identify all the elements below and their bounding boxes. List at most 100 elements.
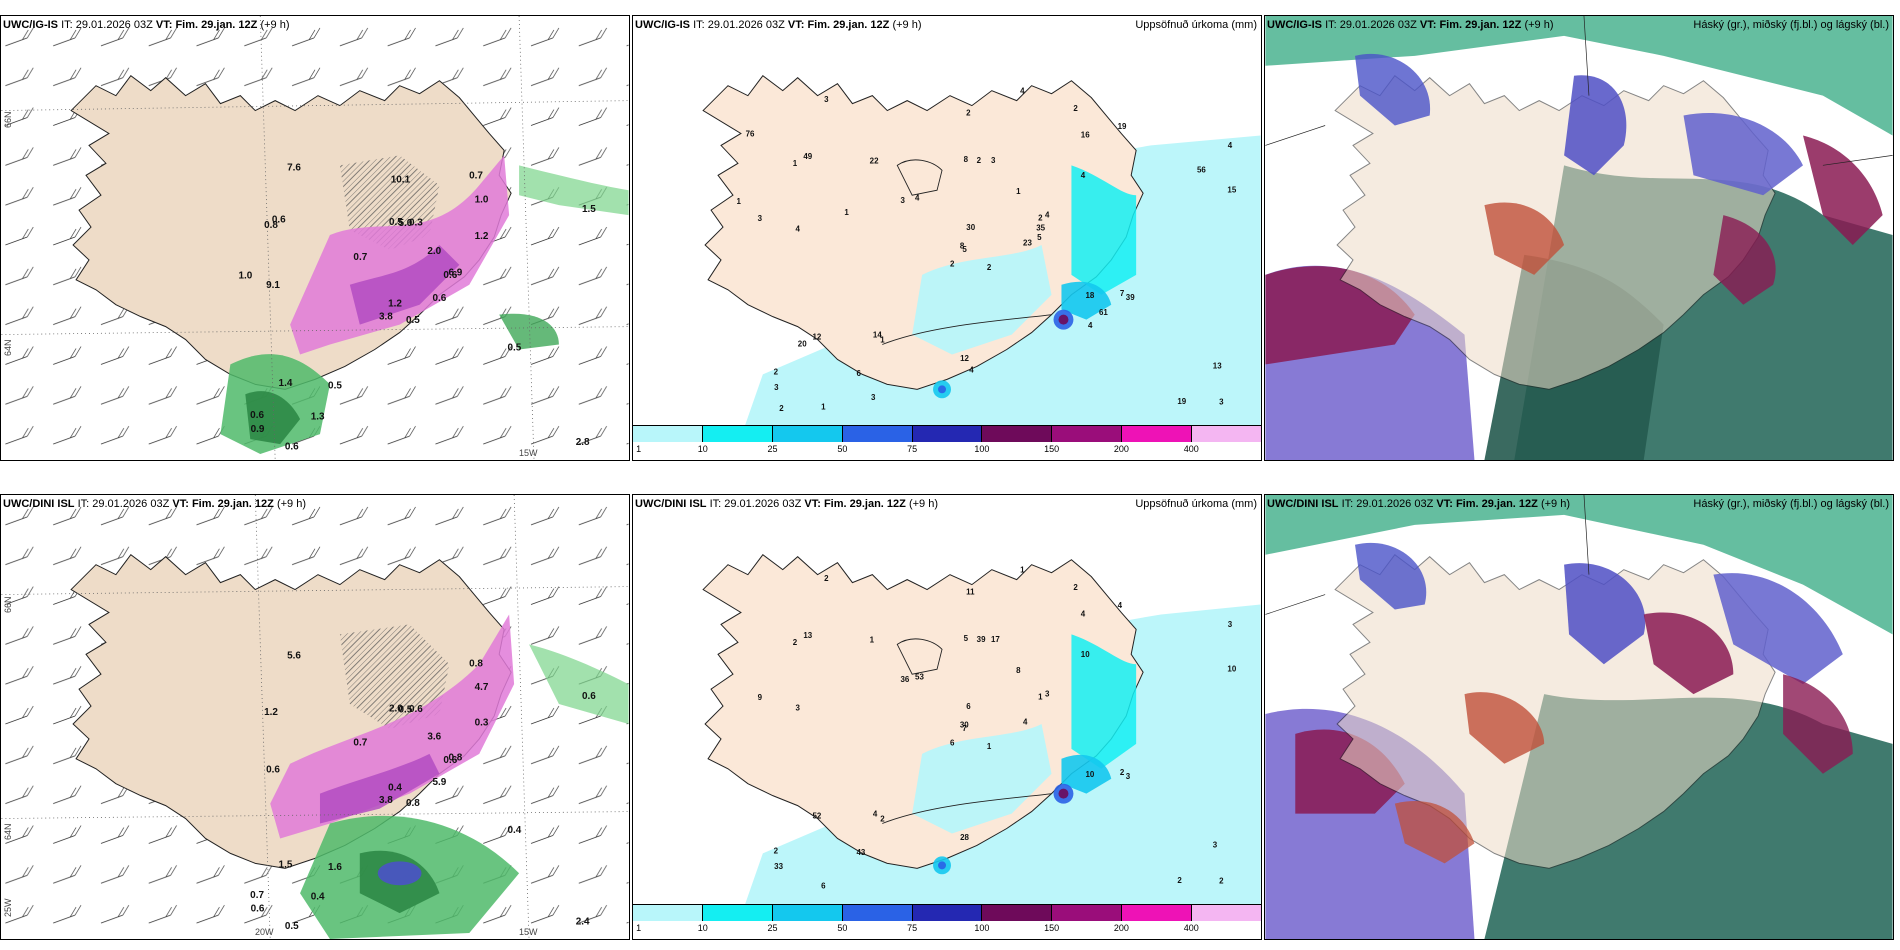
map-value-label: 0.7	[469, 170, 483, 181]
colorbar-tick-label: 25	[767, 444, 778, 454]
map-value-label: 1	[1016, 187, 1021, 196]
colorbar-swatch	[912, 905, 983, 921]
map-value-label: 1.5	[279, 859, 293, 870]
map-value-label: 1.6	[328, 862, 342, 873]
map-value-label: 2.4	[576, 916, 590, 927]
map-value-label: 2	[824, 574, 829, 583]
panel-header: UWC/DINI ISL IT: 29.01.2026 03Z VT: Fim.…	[3, 498, 306, 510]
map-value-label: 0.5	[389, 217, 403, 228]
map-value-label: 2	[1038, 214, 1043, 223]
map-value-label: 3	[1213, 840, 1218, 849]
map-value-label: 0.5	[399, 705, 413, 716]
colorbar-tick-label: 400	[1183, 444, 1199, 454]
colorbar-swatch	[982, 905, 1053, 921]
map-panel-accum-precip-igis: 2 1 5 2 2 1 2 3 16 23 3 3 4 4 2 4 1 8 1 12 4 3 6 2 4 39 49 2 3 18 15 8 1…	[632, 15, 1262, 461]
map-value-label: 4	[1118, 601, 1123, 610]
lat-label-64n: 64N	[3, 339, 13, 356]
map-canvas: 1272122174422336106585253334339331311910…	[633, 495, 1261, 939]
map-value-label: 3.8	[379, 795, 393, 806]
map-value-label: 49	[803, 152, 812, 161]
map-value-label: 4	[1228, 141, 1233, 150]
map-value-label: 3	[871, 393, 876, 402]
map-value-label: 0.5	[406, 315, 420, 326]
map-value-label: 4	[1020, 87, 1025, 96]
map-canvas: 0.81.20.40.70.61.60.80.64.75.95.62.40.60…	[1, 495, 629, 939]
colorbar-tick-label: 50	[837, 923, 848, 933]
map-value-label: 0.8	[264, 220, 278, 231]
map-value-label: 39	[1126, 293, 1135, 302]
map-value-label: 2	[1120, 768, 1125, 777]
colorbar-swatch	[1192, 905, 1261, 921]
map-value-label: 0.6	[432, 293, 446, 304]
panel-header: UWC/IG-IS IT: 29.01.2026 03Z VT: Fim. 29…	[3, 19, 290, 31]
map-value-label: 6.9	[448, 267, 462, 278]
map-value-label: 0.9	[251, 424, 265, 435]
map-value-label: 2	[793, 638, 798, 647]
map-value-label: 3	[901, 196, 906, 205]
panel-subtitle: Uppsöfnuð úrkoma (mm)	[1135, 19, 1257, 31]
map-value-label: 4	[873, 810, 878, 819]
colorbar-swatch	[633, 905, 703, 921]
map-value-label: 4	[969, 365, 974, 374]
map-value-label: 2	[987, 263, 992, 272]
lat-label-64n: 64N	[3, 823, 13, 840]
map-value-label: 4.7	[475, 682, 489, 693]
map-value-label: 1.2	[475, 231, 489, 242]
map-value-label: 2	[1073, 583, 1078, 592]
map-value-label: 2	[774, 367, 779, 376]
map-value-label: 3	[1228, 620, 1233, 629]
map-value-label: 0.6	[272, 214, 286, 225]
map-value-label: 1	[737, 197, 742, 206]
map-panel-accum-precip-dini: 1 2 7 2 1 2 2 17 4 4 2 2 3 3 6 10 6 5 8 52 53 33 43 39 3 3 13 11 9 10…	[632, 494, 1262, 940]
map-value-label: 8	[1016, 666, 1021, 675]
map-value-label: 30	[966, 223, 975, 232]
map-value-label: 1	[870, 635, 875, 644]
map-value-label: 4	[1088, 321, 1093, 330]
map-value-label: 16	[1081, 131, 1090, 140]
map-value-label: 43	[857, 848, 866, 857]
map-value-label: 10	[1085, 770, 1094, 779]
map-value-label: 1	[844, 208, 849, 217]
map-value-label: 2	[1219, 876, 1224, 885]
map-value-label: 9.1	[266, 280, 280, 291]
map-value-label: 2	[779, 404, 784, 413]
map-value-label: 0.5	[328, 381, 342, 392]
map-canvas: 2152212316233344241811243624394923181581…	[633, 16, 1261, 460]
panel-subtitle: Háský (gr.), miðský (fj.bl.) og lágský (…	[1693, 19, 1889, 31]
map-value-label: 20	[798, 339, 807, 348]
map-value-label: 6	[821, 882, 826, 891]
colorbar-tick-label: 100	[974, 444, 990, 454]
map-value-label: 56	[1197, 166, 1206, 175]
colorbar-tick-label: 200	[1113, 923, 1129, 933]
map-panel-wind-precip-dini: 0.8 1.2 0.4 0.7 0.6 1.6 0.8 0.6 4.7 5.9 5.6 2.4 0.6 0…	[0, 494, 630, 940]
panel-header: UWC/DINI ISL IT: 29.01.2026 03Z VT: Fim.…	[635, 498, 938, 510]
map-value-label: 2	[966, 108, 971, 117]
map-value-label: 1.0	[475, 195, 489, 206]
map-value-label: 13	[1213, 361, 1222, 370]
map-value-label: 3.6	[427, 732, 441, 743]
lon-label-20w: 20W	[255, 927, 274, 937]
colorbar-swatch	[772, 905, 843, 921]
colorbar-swatch	[702, 905, 773, 921]
map-value-label: 76	[746, 129, 755, 138]
map-value-label: 4	[795, 225, 800, 234]
map-panel-wind-precip-igis: 0.5 0.8 1.2 0.6 0.6 0.5 0.7 0.3 1.0 0.6 7.6 2.8 9.1 1…	[0, 15, 630, 461]
panel-header: UWC/IG-IS IT: 29.01.2026 03Z VT: Fim. 29…	[635, 19, 922, 31]
map-value-label: 5	[964, 634, 969, 643]
map-value-label: 3	[1219, 397, 1224, 406]
map-value-label: 9	[758, 693, 763, 702]
map-value-label: 1.3	[311, 411, 325, 422]
map-value-label: 17	[991, 635, 1000, 644]
map-value-label: 19	[1118, 122, 1127, 131]
colorbar-swatch	[912, 426, 983, 442]
lon-label-15w: 15W	[519, 927, 538, 937]
map-value-label: 3	[991, 156, 996, 165]
map-value-label: 2	[1073, 104, 1078, 113]
colorbar-swatch	[1122, 426, 1193, 442]
map-value-label: 10	[1227, 664, 1236, 673]
map-value-label: 1	[987, 742, 992, 751]
colorbar-swatch	[702, 426, 773, 442]
map-value-label: 0.6	[582, 691, 596, 702]
map-value-label: 0.4	[311, 892, 325, 903]
map-value-label: 5	[962, 245, 967, 254]
